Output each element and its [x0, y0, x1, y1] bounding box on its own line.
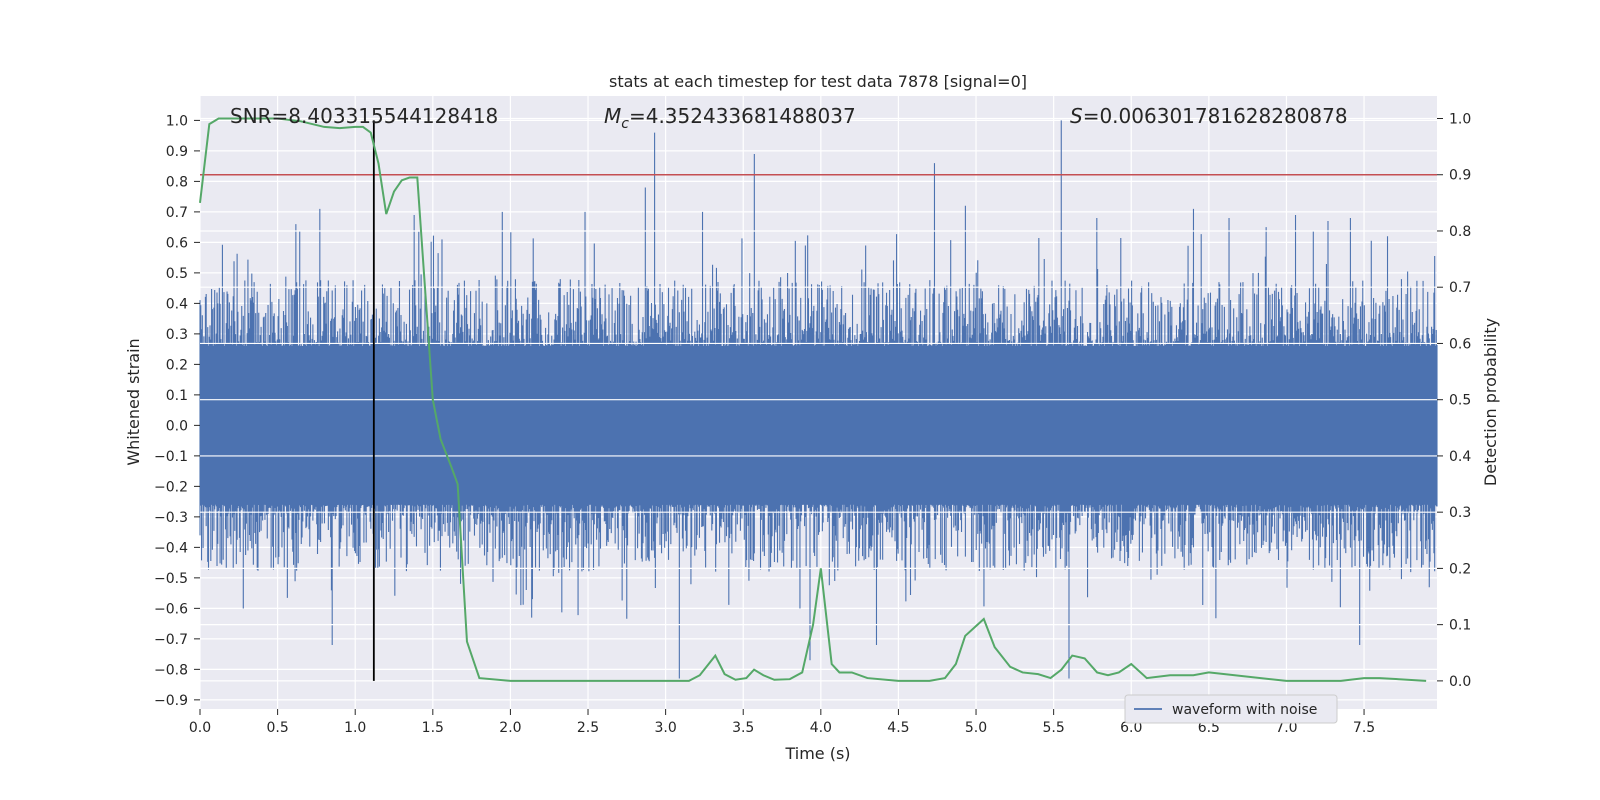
y-left-tick-label: 1.0: [166, 113, 188, 129]
chirp-mass-annotation: Mc=4.352433681488037: [604, 104, 856, 132]
y-right-tick-label: 0.5: [1449, 393, 1471, 409]
x-tick-label: 0.5: [266, 720, 288, 736]
legend-label-waveform: waveform with noise: [1172, 702, 1317, 718]
snr-annotation: SNR=8.403315544128418: [230, 104, 498, 128]
y-left-tick-label: −0.4: [154, 540, 188, 556]
y-right-tick-labels: 0.0 0.1 0.2 0.3 0.4 0.5 0.6 0.7 0.8 0.9 1.0: [1437, 111, 1471, 690]
y-right-tick-label: 0.3: [1449, 505, 1471, 521]
y-right-tick-label: 1.0: [1449, 111, 1471, 127]
y-left-tick-label: 0.6: [166, 235, 188, 251]
x-tick-label: 3.0: [654, 720, 676, 736]
x-tick-label: 1.5: [422, 720, 444, 736]
y-left-tick-label: −0.9: [154, 693, 188, 709]
chart-title: stats at each timestep for test data 787…: [609, 72, 1027, 91]
y-right-tick-label: 0.6: [1449, 336, 1471, 352]
y-left-tick-label: 0.5: [166, 266, 188, 282]
s-statistic-annotation: S=0.006301781628280878: [1070, 104, 1348, 128]
x-tick-label: 7.0: [1275, 720, 1297, 736]
y-left-tick-label: 0.1: [166, 388, 188, 404]
y-right-tick-label: 0.4: [1449, 449, 1471, 465]
x-tick-labels: 0.0 0.5 1.0 1.5 2.0 2.5 3.0 3.5 4.0 4.5 5.0 5.5 6.0 6…: [189, 709, 1375, 736]
x-tick-label: 4.5: [887, 720, 909, 736]
x-axis-label: Time (s): [784, 744, 850, 763]
right-axis-grid-lines: [200, 117, 1437, 682]
x-tick-label: 6.0: [1120, 720, 1142, 736]
s-statistic-symbol: S: [1070, 104, 1083, 128]
x-tick-label: 2.0: [499, 720, 521, 736]
y-left-tick-label: 0.9: [166, 144, 188, 160]
x-tick-label: 5.5: [1043, 720, 1065, 736]
y-right-tick-label: 0.8: [1449, 224, 1471, 240]
y-right-tick-label: 0.0: [1449, 674, 1471, 690]
x-tick-label: 6.5: [1198, 720, 1220, 736]
x-tick-label: 0.0: [189, 720, 211, 736]
detection-probability-line: [199, 117, 1427, 682]
chirp-mass-value: =4.352433681488037: [629, 104, 856, 128]
y-left-tick-label: −0.1: [154, 449, 188, 465]
x-tick-label: 1.0: [344, 720, 366, 736]
y-right-tick-label: 0.9: [1449, 168, 1471, 184]
chirp-mass-subscript: c: [621, 116, 629, 132]
x-tick-label: 7.5: [1353, 720, 1375, 736]
y-axis-label-left: Whitened strain: [124, 338, 143, 465]
y-right-tick-label: 0.7: [1449, 280, 1471, 296]
y-left-tick-label: −0.3: [154, 510, 188, 526]
y-left-tick-label: 0.2: [166, 357, 188, 373]
legend-box: [1124, 694, 1338, 724]
y-left-tick-label: −0.5: [154, 571, 188, 587]
chirp-mass-symbol: M: [604, 104, 621, 128]
waveform-noise-band: [200, 346, 1437, 505]
y-left-tick-label: 0.7: [166, 205, 188, 221]
y-left-tick-label: 0.3: [166, 327, 188, 343]
waveform-series: [199, 120, 1438, 679]
y-left-tick-label: −0.2: [154, 479, 188, 495]
x-tick-label: 2.5: [577, 720, 599, 736]
y-left-tick-label: 0.8: [166, 174, 188, 190]
y-left-tick-label: −0.6: [154, 601, 188, 617]
y-right-tick-label: 0.1: [1449, 618, 1471, 634]
y-left-tick-label: −0.8: [154, 662, 188, 678]
y-left-tick-label: 0.4: [166, 296, 188, 312]
y-axis-label-right: Detection probability: [1481, 318, 1500, 486]
y-left-tick-label: −0.7: [154, 632, 188, 648]
x-tick-label: 4.0: [810, 720, 832, 736]
s-statistic-value: =0.006301781628280878: [1083, 104, 1348, 128]
y-left-tick-label: 0.0: [166, 418, 188, 434]
legend: waveform with noise: [1124, 694, 1338, 724]
y-left-tick-labels: −0.9 −0.8 −0.7 −0.6 −0.5 −0.4 −0.3 −0.2 −0.1 0.0 0…: [154, 113, 200, 709]
x-tick-label: 3.5: [732, 720, 754, 736]
x-tick-label: 5.0: [965, 720, 987, 736]
y-right-tick-label: 0.2: [1449, 561, 1471, 577]
